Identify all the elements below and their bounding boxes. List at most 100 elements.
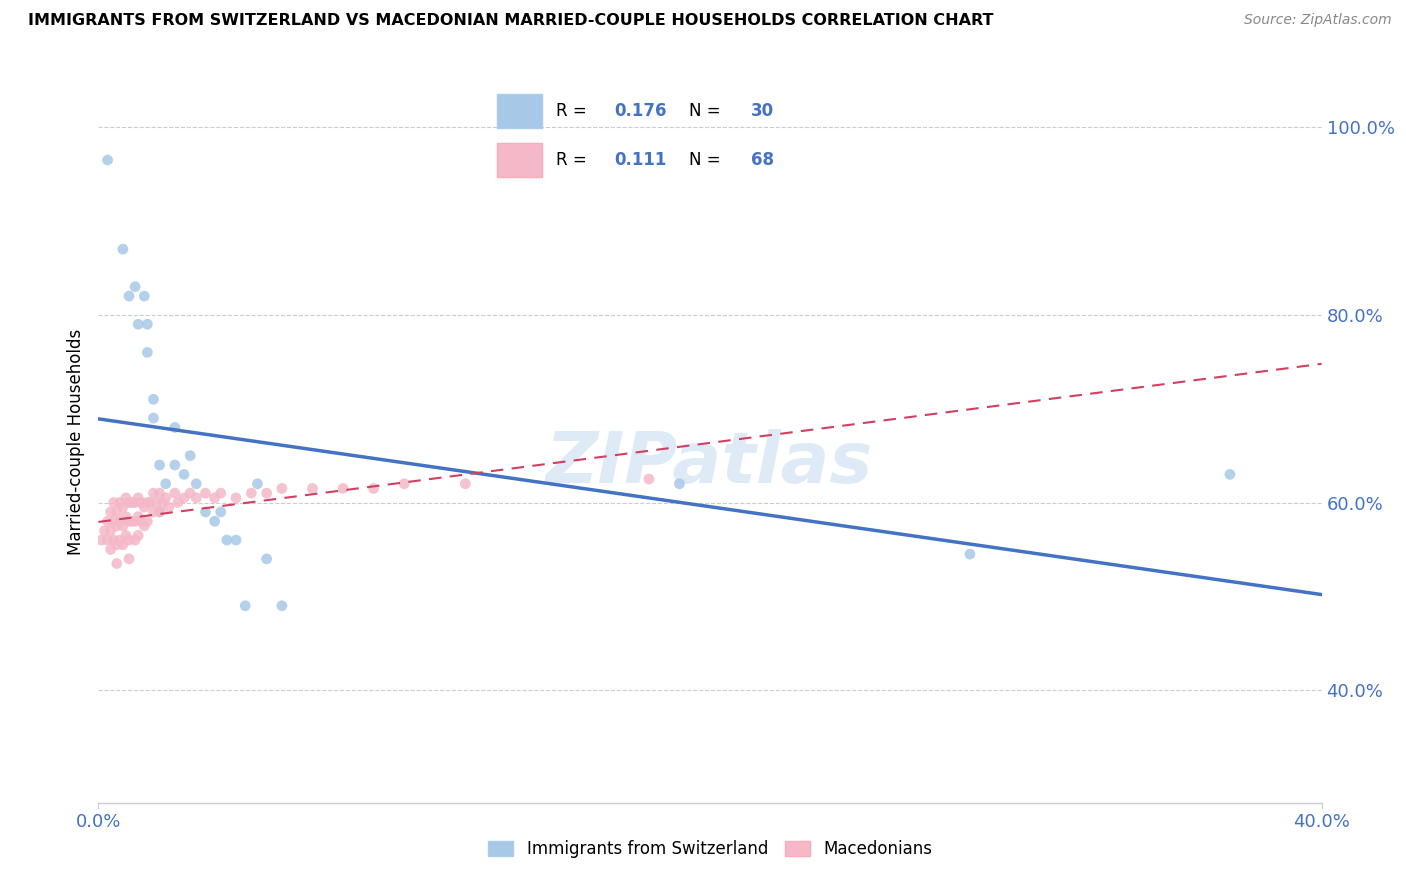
Point: [155, 491, 177, 505]
Point: [142, 505, 165, 519]
Point: [129, 514, 152, 528]
Point: [134, 519, 156, 533]
Point: [270, 482, 292, 496]
Point: [163, 458, 186, 472]
Point: [124, 533, 146, 547]
Point: [115, 528, 138, 542]
Point: [959, 547, 981, 561]
Point: [103, 514, 125, 528]
Point: [136, 514, 159, 528]
Point: [173, 491, 195, 505]
Point: [167, 495, 190, 509]
Point: [233, 599, 256, 613]
Point: [105, 505, 128, 519]
Point: [124, 495, 146, 509]
Point: [149, 458, 172, 472]
Point: [225, 533, 247, 547]
Point: [209, 486, 232, 500]
Text: Source: ZipAtlas.com: Source: ZipAtlas.com: [1244, 13, 1392, 28]
Point: [194, 505, 217, 519]
Point: [108, 514, 131, 528]
Point: [173, 467, 195, 482]
Point: [186, 476, 208, 491]
Point: [152, 495, 174, 509]
Point: [204, 514, 226, 528]
Point: [115, 491, 138, 505]
Y-axis label: Married-couple Households: Married-couple Households: [66, 328, 84, 555]
Point: [108, 533, 131, 547]
Point: [129, 495, 152, 509]
Point: [111, 500, 134, 515]
Point: [301, 482, 323, 496]
Point: [209, 505, 232, 519]
Point: [179, 449, 201, 463]
Text: IMMIGRANTS FROM SWITZERLAND VS MACEDONIAN MARRIED-COUPLE HOUSEHOLDS CORRELATION : IMMIGRANTS FROM SWITZERLAND VS MACEDONIA…: [28, 13, 994, 29]
Point: [194, 486, 217, 500]
Point: [127, 528, 149, 542]
Point: [118, 514, 141, 528]
Point: [392, 476, 416, 491]
Point: [121, 514, 143, 528]
Point: [118, 533, 141, 547]
Point: [105, 557, 128, 571]
Point: [256, 486, 278, 500]
Point: [93, 524, 115, 538]
Point: [111, 242, 134, 256]
Point: [118, 495, 141, 509]
Point: [363, 482, 385, 496]
Point: [1219, 467, 1241, 482]
Point: [100, 505, 122, 519]
Legend: Immigrants from Switzerland, Macedonians: Immigrants from Switzerland, Macedonians: [479, 832, 941, 867]
Point: [100, 524, 122, 538]
Point: [124, 514, 146, 528]
Point: [246, 476, 269, 491]
Point: [163, 420, 186, 434]
Point: [97, 153, 120, 167]
Point: [142, 486, 165, 500]
Point: [668, 476, 690, 491]
Point: [115, 509, 138, 524]
Point: [204, 491, 226, 505]
Point: [256, 551, 278, 566]
Point: [139, 495, 162, 509]
Point: [118, 551, 141, 566]
Point: [121, 495, 143, 509]
Point: [637, 472, 661, 486]
Point: [186, 491, 208, 505]
Point: [97, 514, 120, 528]
Point: [145, 495, 167, 509]
Point: [100, 542, 122, 557]
Point: [134, 289, 156, 303]
Point: [111, 519, 134, 533]
Point: [108, 495, 131, 509]
Point: [103, 495, 125, 509]
Point: [142, 411, 165, 425]
Point: [179, 486, 201, 500]
Point: [136, 318, 159, 332]
Point: [105, 519, 128, 533]
Text: ZIPatlas: ZIPatlas: [547, 429, 873, 498]
Point: [127, 491, 149, 505]
Point: [127, 318, 149, 332]
Point: [127, 509, 149, 524]
Point: [240, 486, 263, 500]
Point: [215, 533, 238, 547]
Point: [155, 476, 177, 491]
Point: [157, 500, 180, 515]
Point: [136, 345, 159, 359]
Point: [149, 486, 172, 500]
Point: [149, 505, 172, 519]
Point: [90, 533, 112, 547]
Point: [111, 538, 134, 552]
Point: [225, 491, 247, 505]
Point: [270, 599, 292, 613]
Point: [332, 482, 354, 496]
Point: [163, 486, 186, 500]
Point: [118, 289, 141, 303]
Point: [124, 279, 146, 293]
Point: [103, 533, 125, 547]
Point: [142, 392, 165, 407]
Point: [136, 495, 159, 509]
Point: [134, 500, 156, 515]
Point: [97, 533, 120, 547]
